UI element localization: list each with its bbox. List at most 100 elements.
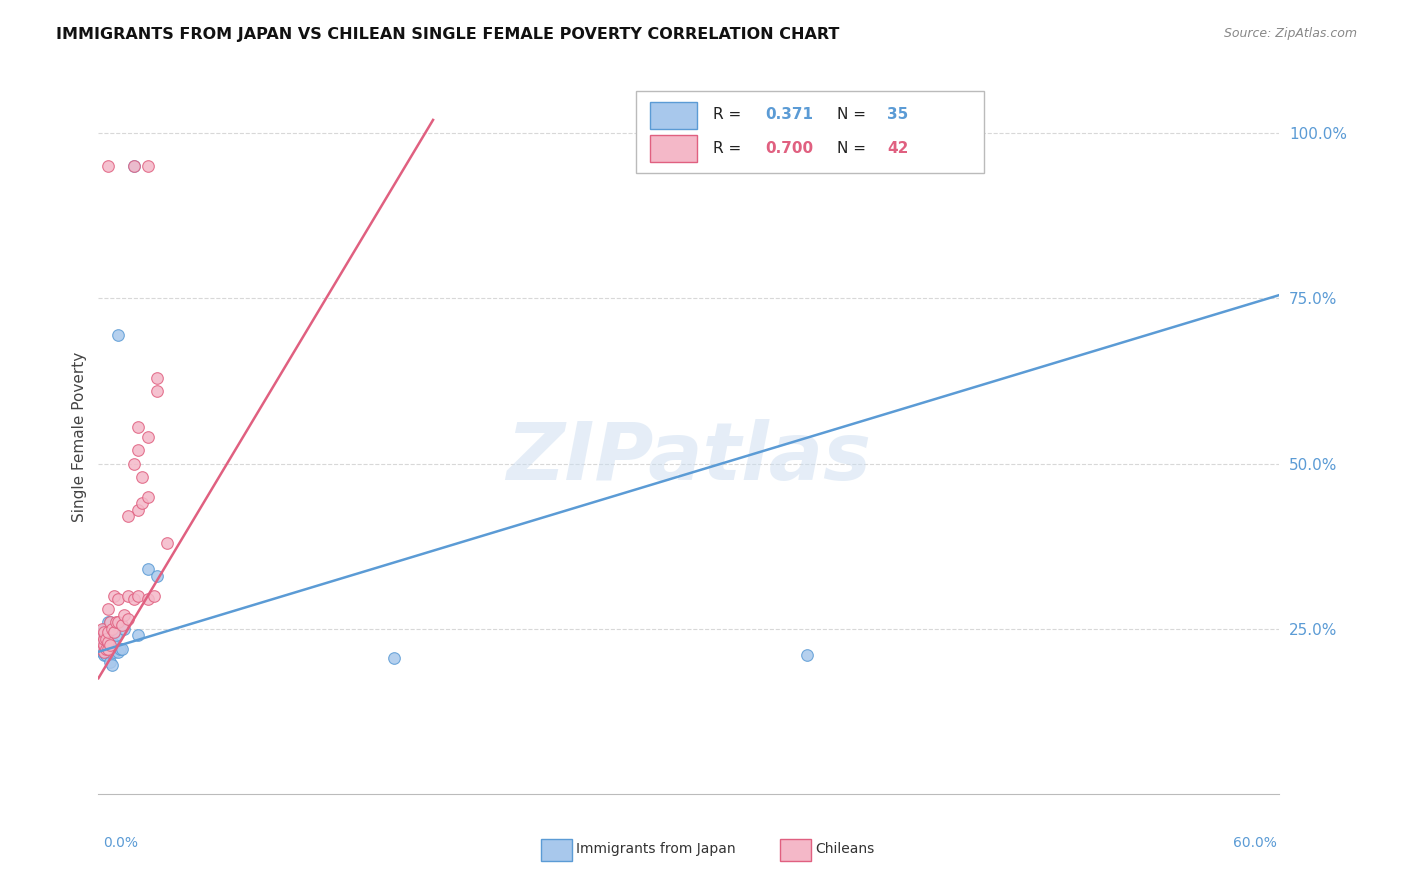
- Point: [136, 562, 159, 576]
- Point: [131, 469, 153, 483]
- Text: N =: N =: [837, 107, 870, 122]
- Text: 0.371: 0.371: [766, 107, 814, 122]
- Text: 42: 42: [887, 141, 908, 155]
- Point: [105, 628, 128, 642]
- Point: [127, 443, 149, 458]
- Point: [91, 622, 114, 636]
- Point: [97, 625, 120, 640]
- Text: ZIPatlas: ZIPatlas: [506, 419, 872, 498]
- Point: [97, 635, 120, 649]
- Text: N =: N =: [837, 141, 870, 155]
- Point: [105, 615, 128, 629]
- Point: [98, 655, 121, 669]
- Point: [98, 615, 121, 629]
- FancyBboxPatch shape: [650, 102, 697, 128]
- Point: [382, 651, 405, 665]
- Point: [156, 536, 179, 550]
- Point: [93, 648, 115, 662]
- Point: [98, 638, 121, 652]
- Point: [93, 632, 115, 646]
- Point: [101, 622, 124, 636]
- Point: [112, 622, 135, 636]
- Point: [91, 641, 114, 656]
- Point: [97, 645, 120, 659]
- Point: [93, 645, 115, 659]
- Point: [97, 615, 120, 629]
- Point: [93, 645, 115, 659]
- Point: [146, 384, 169, 398]
- Point: [97, 159, 120, 173]
- Text: R =: R =: [713, 141, 745, 155]
- Text: R =: R =: [713, 107, 745, 122]
- Point: [796, 648, 818, 662]
- Text: IMMIGRANTS FROM JAPAN VS CHILEAN SINGLE FEMALE POVERTY CORRELATION CHART: IMMIGRANTS FROM JAPAN VS CHILEAN SINGLE …: [56, 27, 839, 42]
- Point: [136, 591, 159, 606]
- Point: [97, 641, 120, 656]
- Point: [131, 496, 153, 510]
- Point: [96, 622, 118, 636]
- FancyBboxPatch shape: [650, 136, 697, 162]
- Point: [127, 420, 149, 434]
- Text: 35: 35: [887, 107, 908, 122]
- Point: [97, 602, 120, 616]
- Point: [91, 632, 114, 646]
- Point: [91, 635, 114, 649]
- Point: [103, 589, 125, 603]
- Point: [91, 628, 114, 642]
- Point: [96, 641, 118, 656]
- Text: 60.0%: 60.0%: [1233, 836, 1277, 850]
- Point: [127, 589, 149, 603]
- Text: 0.700: 0.700: [766, 141, 814, 155]
- Point: [93, 625, 115, 640]
- Point: [117, 509, 139, 524]
- Point: [117, 589, 139, 603]
- Point: [98, 645, 121, 659]
- Point: [107, 327, 129, 342]
- Point: [93, 638, 115, 652]
- Point: [112, 608, 135, 623]
- Point: [101, 658, 124, 673]
- Point: [146, 370, 169, 384]
- Point: [97, 638, 120, 652]
- Point: [122, 159, 145, 173]
- Point: [93, 622, 115, 636]
- Point: [107, 615, 129, 629]
- Point: [136, 159, 159, 173]
- Point: [108, 641, 131, 656]
- Point: [93, 641, 115, 656]
- Point: [136, 490, 159, 504]
- Text: 0.0%: 0.0%: [103, 836, 138, 850]
- Point: [103, 625, 125, 640]
- Point: [122, 159, 145, 173]
- Y-axis label: Single Female Poverty: Single Female Poverty: [72, 352, 87, 522]
- Point: [103, 645, 125, 659]
- Point: [122, 457, 145, 471]
- Point: [122, 591, 145, 606]
- Point: [91, 635, 114, 649]
- FancyBboxPatch shape: [636, 91, 984, 173]
- Point: [117, 612, 139, 626]
- Point: [91, 641, 114, 656]
- Point: [103, 625, 125, 640]
- Point: [91, 645, 114, 659]
- Text: Source: ZipAtlas.com: Source: ZipAtlas.com: [1223, 27, 1357, 40]
- Point: [96, 641, 118, 656]
- Point: [96, 648, 118, 662]
- Point: [98, 615, 121, 629]
- Point: [107, 645, 129, 659]
- Point: [127, 628, 149, 642]
- Point: [96, 632, 118, 646]
- Point: [146, 569, 169, 583]
- Point: [91, 638, 114, 652]
- Point: [101, 635, 124, 649]
- Point: [93, 638, 115, 652]
- Text: Chileans: Chileans: [815, 842, 875, 856]
- Point: [127, 502, 149, 516]
- Point: [107, 591, 129, 606]
- Text: Immigrants from Japan: Immigrants from Japan: [576, 842, 737, 856]
- Point: [111, 618, 134, 632]
- Point: [136, 430, 159, 444]
- Point: [142, 589, 165, 603]
- Point: [96, 638, 118, 652]
- Point: [111, 641, 134, 656]
